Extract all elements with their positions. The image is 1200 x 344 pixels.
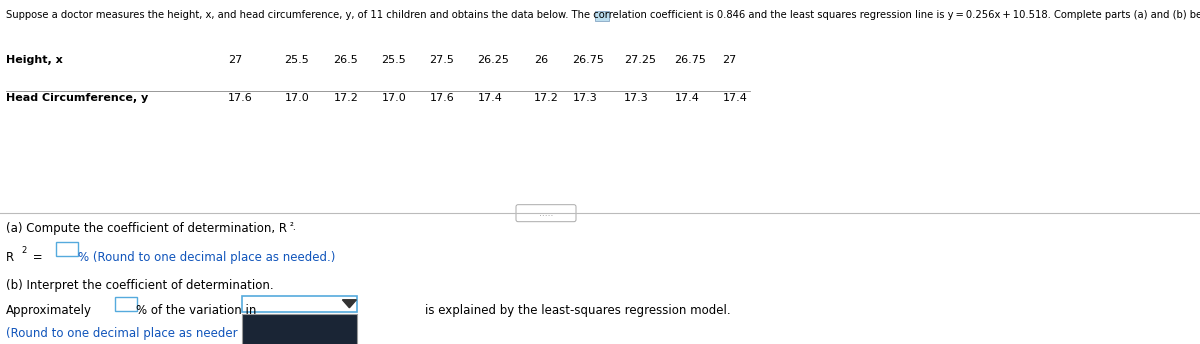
Text: 17.4: 17.4 [722, 93, 748, 103]
Text: 17.2: 17.2 [534, 93, 559, 103]
Text: Height, x: Height, x [6, 55, 62, 65]
Text: 27: 27 [722, 55, 737, 65]
Text: R: R [6, 251, 14, 264]
Text: 25.5: 25.5 [284, 55, 310, 65]
Text: (a) Compute the coefficient of determination, R: (a) Compute the coefficient of determina… [6, 222, 287, 235]
Text: 17.4: 17.4 [478, 93, 503, 103]
Text: Head Circumference, y: Head Circumference, y [6, 93, 149, 103]
Bar [242, 314, 358, 344]
Text: 17.2: 17.2 [334, 93, 359, 103]
FancyBboxPatch shape [516, 205, 576, 222]
Bar [242, 295, 358, 312]
Bar [115, 297, 137, 311]
Text: 17.3: 17.3 [572, 93, 598, 103]
Text: 17.4: 17.4 [674, 93, 700, 103]
Text: 17.3: 17.3 [624, 93, 649, 103]
Text: 26.75: 26.75 [572, 55, 605, 65]
Text: 26.5: 26.5 [334, 55, 359, 65]
Bar [242, 314, 358, 344]
Text: % of the variation in: % of the variation in [136, 304, 256, 318]
Text: .....: ..... [539, 209, 553, 218]
Text: 27: 27 [228, 55, 242, 65]
Text: 17.6: 17.6 [430, 93, 455, 103]
Text: ².: ². [289, 222, 296, 232]
Text: Approximately: Approximately [6, 304, 92, 318]
Polygon shape [342, 300, 356, 308]
Text: 17.0: 17.0 [382, 93, 407, 103]
Bar [595, 11, 610, 21]
Text: Suppose a doctor measures the height, x, and head circumference, y, of 11 childr: Suppose a doctor measures the height, x,… [6, 10, 1200, 20]
Text: =: = [29, 251, 42, 264]
Text: 2: 2 [22, 246, 26, 255]
Text: 27.5: 27.5 [430, 55, 455, 65]
Text: (b) Interpret the coefficient of determination.: (b) Interpret the coefficient of determi… [6, 279, 274, 292]
Text: is explained by the least-squares regression model.: is explained by the least-squares regres… [425, 304, 731, 318]
Text: 27.25: 27.25 [624, 55, 656, 65]
Text: % (Round to one decimal place as needed.): % (Round to one decimal place as needed.… [78, 251, 335, 264]
Text: 25.5: 25.5 [382, 55, 407, 65]
Text: 26.25: 26.25 [478, 55, 510, 65]
Bar [56, 242, 78, 256]
Text: (Round to one decimal place as needer: (Round to one decimal place as needer [6, 327, 238, 341]
Text: 17.6: 17.6 [228, 93, 253, 103]
Text: 17.0: 17.0 [284, 93, 310, 103]
Text: 26.75: 26.75 [674, 55, 707, 65]
Text: 26: 26 [534, 55, 548, 65]
